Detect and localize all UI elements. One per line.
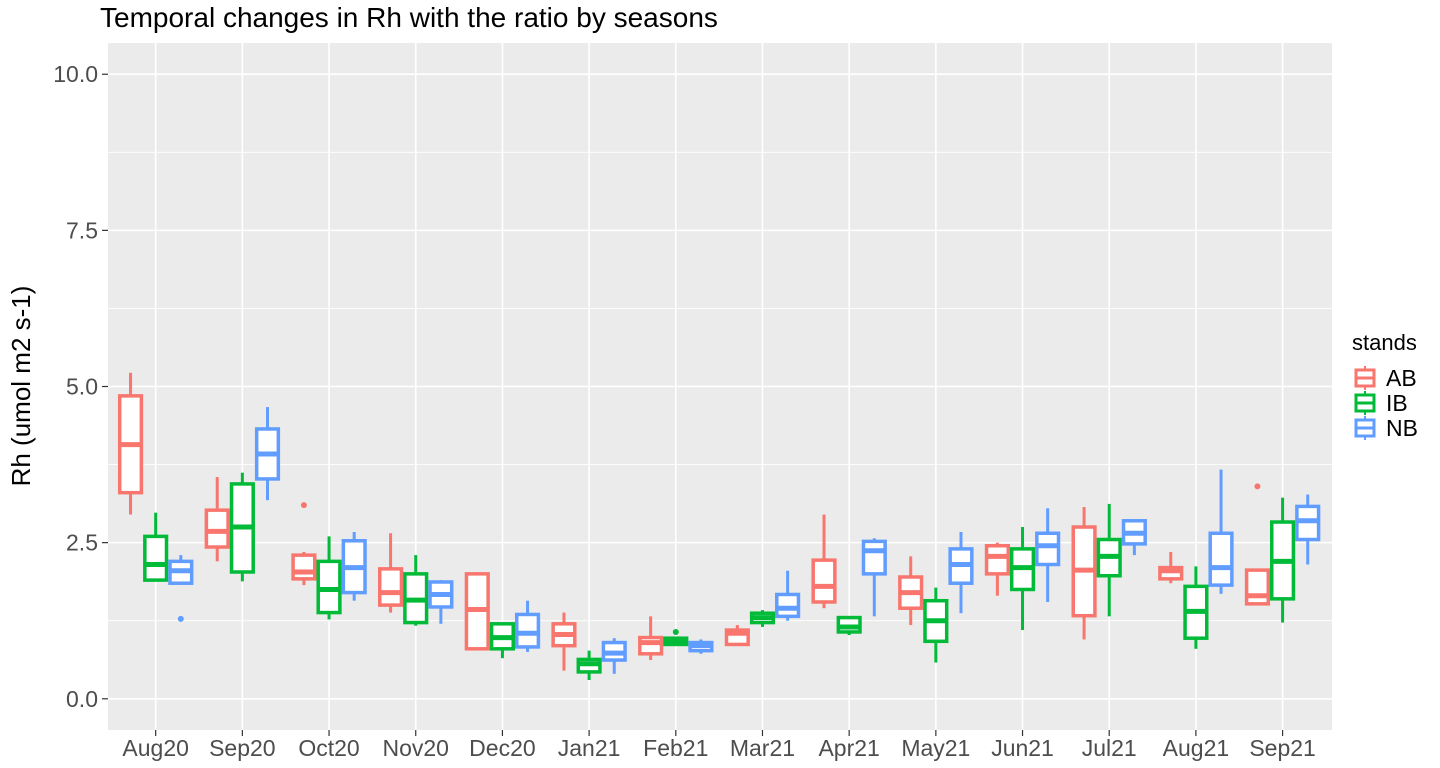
legend-title: stands <box>1352 330 1417 355</box>
legend-label: AB <box>1386 365 1417 391</box>
box-NB-Sep21 <box>1295 494 1321 565</box>
x-tick-label: Oct20 <box>298 735 359 761</box>
box-IB-Aug21 <box>1183 566 1209 649</box>
legend-item-IB: IB <box>1354 390 1408 416</box>
box-NB-May21 <box>948 532 974 614</box>
x-tick-label: May21 <box>901 735 970 761</box>
x-tick-label: Jan21 <box>558 735 621 761</box>
box-AB-Sep21 <box>1244 483 1271 606</box>
box-NB-Jul21 <box>1121 519 1147 556</box>
y-axis-title: Rh (umol m2 s-1) <box>6 286 36 487</box>
box-AB-Jun21 <box>984 542 1010 596</box>
box-NB-Jun21 <box>1035 508 1061 602</box>
box-body <box>861 539 887 576</box>
outlier-point <box>177 615 184 622</box>
box-NB-Aug21 <box>1208 469 1234 594</box>
box-AB-Sep20 <box>204 477 230 562</box>
outlier-point <box>672 628 679 635</box>
boxes <box>117 372 1321 681</box>
box-IB-Aug20 <box>143 512 169 582</box>
y-tick-label: 7.5 <box>66 217 98 243</box>
box-body <box>775 592 801 619</box>
box-AB-May21 <box>898 556 924 626</box>
box-body <box>378 567 404 607</box>
box-AB-Nov20 <box>378 533 404 613</box>
box-NB-Sep20 <box>254 407 281 501</box>
x-tick-label: Sep20 <box>209 735 276 761</box>
box-IB-Sep20 <box>229 472 255 582</box>
x-tick-label: Sep21 <box>1249 735 1316 761</box>
y-tick-label: 0.0 <box>66 686 98 712</box>
x-tick-label: Mar21 <box>730 735 795 761</box>
y-tick-label: 2.5 <box>66 530 98 556</box>
box-NB-Apr21 <box>861 538 887 617</box>
box-IB-Sep21 <box>1270 497 1296 623</box>
box-body <box>1244 568 1271 606</box>
box-body <box>638 635 664 656</box>
x-tick-label: Feb21 <box>643 735 708 761</box>
x-tick-label: Jul21 <box>1082 735 1137 761</box>
y-axis: 0.0 2.5 5.0 7.5 10.0 <box>53 61 108 712</box>
box-body <box>1035 531 1061 567</box>
box-NB-Dec20 <box>514 600 541 652</box>
box-IB-Apr21 <box>836 615 862 636</box>
box-IB-Nov20 <box>403 555 429 626</box>
box-AB-Jan21 <box>551 612 577 671</box>
box-body <box>984 544 1010 576</box>
legend-item-NB: NB <box>1354 415 1418 441</box>
box-IB-Feb21 <box>663 628 689 647</box>
box-body <box>204 508 230 549</box>
y-tick-label: 5.0 <box>66 374 98 400</box>
chart-title: Temporal changes in Rh with the ratio by… <box>100 2 718 33</box>
legend-label: NB <box>1386 415 1418 441</box>
outlier-point <box>1254 483 1261 490</box>
box-IB-Dec20 <box>489 622 516 659</box>
x-tick-label: Apr21 <box>818 735 879 761</box>
outlier-point <box>300 502 307 509</box>
box-AB-Oct20 <box>291 502 317 586</box>
x-tick-label: Jun21 <box>991 735 1054 761</box>
box-NB-Aug20 <box>168 555 194 622</box>
box-IB-Jul21 <box>1096 503 1122 617</box>
box-NB-Nov20 <box>428 580 454 624</box>
box-AB-Feb21 <box>638 616 664 661</box>
box-AB-Jul21 <box>1071 507 1097 640</box>
box-NB-Oct20 <box>341 532 367 601</box>
legend-label: IB <box>1386 390 1408 416</box>
box-IB-Jan21 <box>576 650 602 681</box>
box-NB-Mar21 <box>775 570 801 621</box>
x-tick-label: Nov20 <box>382 735 448 761</box>
x-tick-label: Dec20 <box>469 735 535 761</box>
box-IB-Oct20 <box>316 536 342 620</box>
box-IB-Mar21 <box>749 610 776 627</box>
x-tick-label: Aug20 <box>122 735 189 761</box>
box-body <box>143 534 169 582</box>
x-tick-label: Aug21 <box>1163 735 1230 761</box>
box-AB-Dec20 <box>464 572 490 651</box>
box-NB-Feb21 <box>688 639 714 654</box>
box-NB-Jan21 <box>601 638 627 674</box>
box-IB-May21 <box>923 587 949 663</box>
box-IB-Jun21 <box>1009 527 1036 631</box>
box-AB-Aug21 <box>1158 552 1184 584</box>
x-axis: Aug20 Sep20 Oct20 Nov20 Dec20 Jan21 Feb21 Mar21… <box>122 730 1316 761</box>
box-AB-Mar21 <box>724 625 750 647</box>
legend-item-AB: AB <box>1354 365 1417 391</box>
box-AB-Aug20 <box>117 372 144 515</box>
box-body <box>1208 531 1234 587</box>
box-body <box>811 558 837 604</box>
box-AB-Apr21 <box>811 514 837 609</box>
box-body <box>291 553 317 581</box>
y-tick-label: 10.0 <box>53 61 98 87</box>
